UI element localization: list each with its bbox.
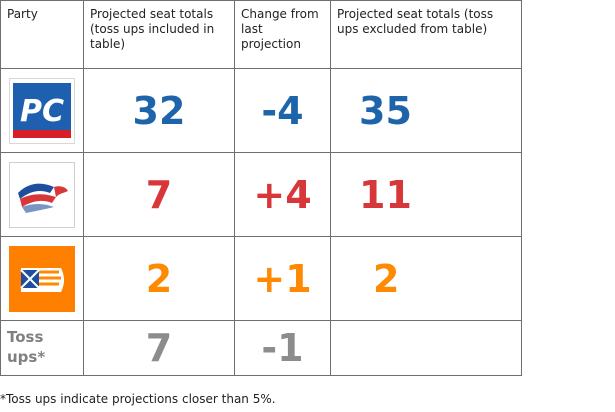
included-cell: 7 — [83, 320, 235, 376]
header-included: Projected seat totals (toss ups included… — [83, 0, 235, 69]
table-row: 7 +4 11 — [0, 152, 522, 237]
party-cell: PC — [0, 68, 84, 153]
included-cell: 32 — [83, 68, 235, 153]
header-party: Party — [0, 0, 84, 69]
svg-text:PC: PC — [20, 94, 64, 129]
change-cell: +4 — [234, 152, 331, 237]
seat-projection-table: Party Projected seat totals (toss ups in… — [0, 0, 522, 376]
change-cell: -1 — [234, 320, 331, 376]
pc-logo: PC — [9, 77, 75, 144]
excluded-cell — [330, 320, 522, 376]
excluded-cell: 2 — [330, 236, 522, 321]
table-row: PC 32 -4 35 — [0, 68, 522, 153]
excluded-cell: 11 — [330, 152, 522, 237]
header-change: Change from last projection — [234, 0, 331, 69]
party-cell — [0, 236, 84, 321]
ndp-flag-logo — [9, 245, 75, 312]
change-cell: +1 — [234, 236, 331, 321]
header-excluded: Projected seat totals (toss ups excluded… — [330, 0, 522, 69]
toss-ups-label: Toss ups* — [0, 320, 84, 376]
included-cell: 2 — [83, 236, 235, 321]
table-row: 2 +1 2 — [0, 236, 522, 321]
footnote: *Toss ups indicate projections closer th… — [0, 392, 276, 406]
table-row: Toss ups* 7 -1 — [0, 320, 522, 376]
header-row: Party Projected seat totals (toss ups in… — [0, 0, 522, 69]
liberal-flag-logo — [9, 161, 75, 228]
party-cell — [0, 152, 84, 237]
excluded-cell: 35 — [330, 68, 522, 153]
change-cell: -4 — [234, 68, 331, 153]
included-cell: 7 — [83, 152, 235, 237]
